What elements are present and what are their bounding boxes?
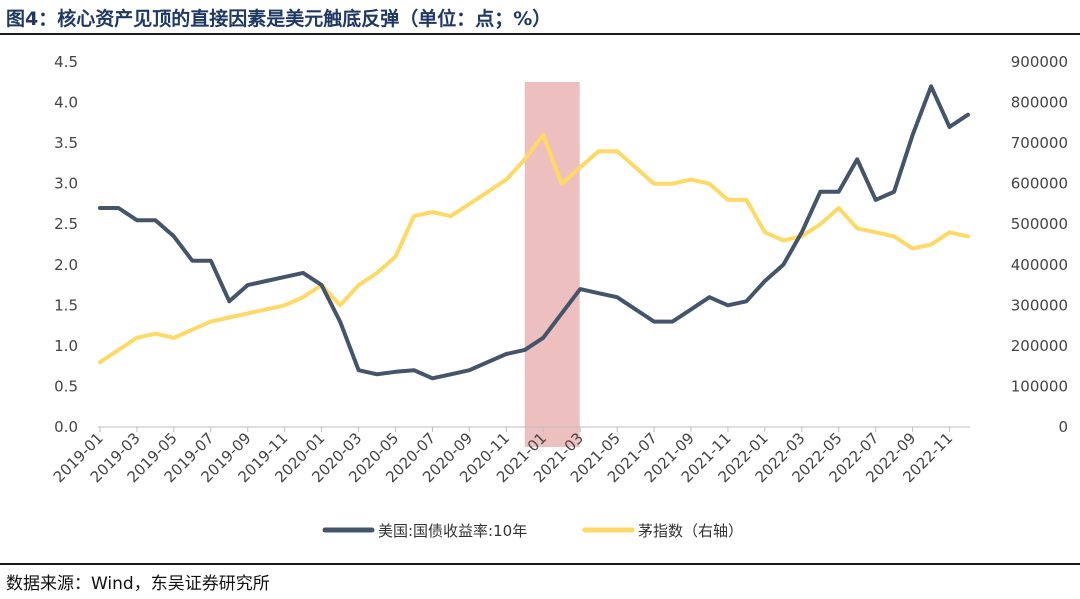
title-divider	[0, 33, 1080, 35]
y-right-tick-label: 600000	[1011, 175, 1068, 193]
y-left-tick-label: 4.0	[54, 94, 78, 112]
y-left-tick-label: 2.5	[54, 215, 78, 233]
y-left-tick-label: 4.5	[54, 53, 78, 71]
data-source: 数据来源：Wind，东吴证券研究所	[6, 574, 270, 594]
source-divider	[0, 563, 1080, 565]
highlight-band	[524, 82, 580, 447]
y-right-tick-label: 700000	[1011, 134, 1068, 152]
y-right-tick-label: 0	[1058, 418, 1068, 436]
y-left-tick-label: 1.5	[54, 296, 78, 314]
y-right-tick-label: 200000	[1011, 337, 1068, 355]
y-right-tick-label: 100000	[1011, 377, 1068, 395]
series-line-us10y	[98, 84, 970, 381]
chart: 0.0 0.5 1.0 1.5 2.0 2.5 3.0 3.5 4.0 4.5 0 100000 200…	[50, 53, 1068, 540]
y-right-tick-label: 400000	[1011, 256, 1068, 274]
series-line-mao-index	[98, 133, 970, 365]
legend-label-mao-index: 茅指数（右轴）	[638, 522, 743, 540]
y-left-tick-label: 0.0	[54, 418, 78, 436]
chart-title: 图4：核心资产见顶的直接因素是美元触底反弹（单位：点；%）	[6, 8, 552, 30]
y-left-tick-label: 1.0	[54, 337, 78, 355]
y-right-tick-label: 900000	[1011, 53, 1068, 71]
y-right-tick-label: 800000	[1011, 94, 1068, 112]
legend-label-us10y: 美国:国债收益率:10年	[378, 522, 527, 540]
y-left-tick-label: 3.5	[54, 134, 78, 152]
y-left-tick-label: 3.0	[54, 175, 78, 193]
y-right-tick-label: 300000	[1011, 296, 1068, 314]
y-left-tick-label: 0.5	[54, 377, 78, 395]
y-right-tick-label: 500000	[1011, 215, 1068, 233]
y-left-tick-label: 2.0	[54, 256, 78, 274]
